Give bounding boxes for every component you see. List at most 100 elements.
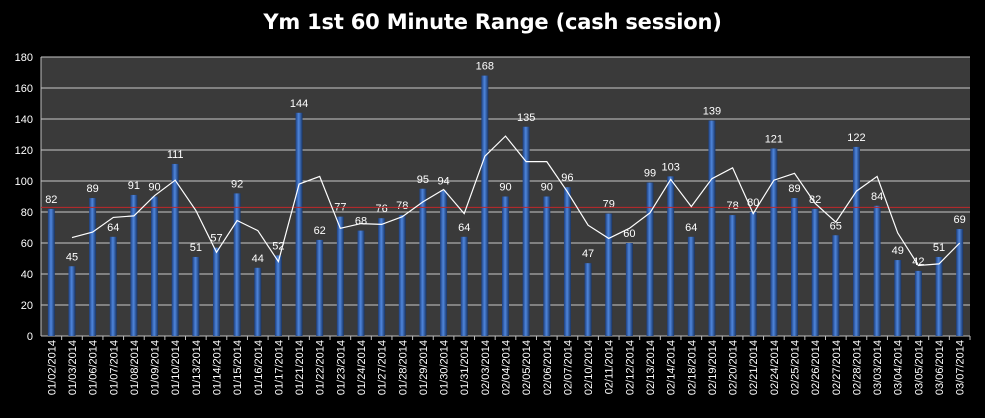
y-tick-label: 60 [21, 238, 33, 250]
bar [378, 218, 386, 336]
data-label: 89 [788, 183, 800, 195]
data-label: 90 [541, 182, 553, 194]
bar [68, 266, 76, 336]
bar [254, 267, 262, 336]
data-label: 122 [847, 132, 865, 144]
x-tick-label: 02/18/2014 [686, 340, 698, 395]
bar [770, 148, 778, 336]
data-label: 68 [355, 216, 367, 228]
data-label: 135 [517, 112, 535, 124]
bar [89, 198, 97, 336]
bar [47, 208, 55, 336]
x-tick-label: 02/14/2014 [666, 340, 678, 395]
x-tick-label: 01/15/2014 [232, 340, 244, 395]
data-label: 64 [685, 222, 697, 234]
bar [667, 176, 675, 336]
data-label: 89 [86, 183, 98, 195]
x-tick-label: 02/13/2014 [645, 340, 657, 395]
data-label: 64 [107, 222, 119, 234]
data-label: 57 [210, 233, 222, 245]
x-tick-label: 01/07/2014 [108, 340, 120, 395]
x-tick-label: 01/08/2014 [129, 340, 141, 395]
y-tick-label: 140 [15, 114, 33, 126]
data-label: 64 [458, 222, 470, 234]
bar [625, 243, 633, 336]
x-tick-label: 01/21/2014 [294, 340, 306, 395]
x-tick-label: 01/29/2014 [418, 340, 430, 395]
y-tick-label: 180 [15, 52, 33, 64]
x-tick-label: 01/13/2014 [191, 340, 203, 395]
data-label: 82 [45, 194, 57, 206]
bar [522, 126, 530, 336]
bar [357, 230, 365, 336]
data-label: 76 [376, 203, 388, 215]
x-tick-label: 01/16/2014 [253, 340, 265, 395]
bar [316, 239, 324, 336]
bar [502, 196, 509, 336]
data-label: 168 [476, 61, 494, 73]
bar [192, 256, 200, 336]
data-label: 92 [231, 178, 243, 190]
bar [687, 236, 695, 336]
x-tick-label: 02/04/2014 [501, 340, 513, 395]
bar [233, 193, 241, 336]
x-tick-label: 01/02/2014 [46, 340, 58, 395]
y-tick-label: 40 [21, 269, 33, 281]
x-tick-label: 02/25/2014 [790, 340, 802, 395]
bar [914, 270, 922, 336]
data-label: 69 [954, 214, 966, 226]
x-tick-label: 02/28/2014 [851, 340, 863, 395]
data-label: 139 [703, 106, 721, 118]
data-label: 99 [644, 168, 656, 180]
x-tick-label: 02/11/2014 [604, 340, 616, 394]
bar [708, 120, 716, 336]
y-tick-label: 100 [15, 176, 33, 188]
x-tick-label: 02/20/2014 [728, 340, 740, 395]
data-label: 62 [314, 225, 326, 237]
bar [171, 163, 179, 336]
data-label: 103 [661, 161, 679, 173]
bar [398, 215, 406, 336]
x-tick-label: 01/31/2014 [459, 340, 471, 395]
x-tick-label: 02/05/2014 [521, 340, 533, 395]
y-tick-label: 120 [15, 145, 33, 157]
data-label: 49 [892, 245, 904, 257]
x-tick-label: 01/24/2014 [356, 340, 368, 395]
data-label: 78 [396, 200, 408, 212]
x-tick-label: 01/06/2014 [88, 340, 100, 395]
x-tick-label: 03/03/2014 [872, 340, 884, 395]
x-tick-label: 01/17/2014 [273, 340, 285, 395]
bar [151, 196, 159, 336]
bar [130, 194, 138, 336]
data-label: 60 [623, 228, 635, 240]
bar [894, 260, 902, 336]
x-tick-label: 03/06/2014 [934, 340, 946, 395]
data-label: 82 [809, 194, 821, 206]
data-label: 44 [252, 253, 264, 265]
bar [646, 182, 654, 336]
bar [935, 256, 943, 336]
data-label: 47 [582, 248, 594, 260]
x-tick-label: 01/30/2014 [439, 340, 451, 395]
bar [274, 255, 282, 336]
bar [811, 208, 819, 336]
x-tick-label: 03/04/2014 [893, 340, 905, 395]
data-label: 121 [765, 133, 783, 145]
data-label: 96 [561, 172, 573, 184]
x-tick-label: 02/07/2014 [562, 340, 574, 395]
y-tick-label: 0 [27, 331, 33, 343]
x-tick-label: 02/24/2014 [769, 340, 781, 395]
x-tick-label: 01/23/2014 [335, 340, 347, 395]
x-tick-label: 02/03/2014 [480, 340, 492, 395]
y-tick-label: 80 [21, 207, 33, 219]
x-tick-label: 02/06/2014 [542, 340, 554, 395]
bar [543, 196, 551, 336]
x-tick-label: 03/07/2014 [955, 340, 967, 395]
x-tick-label: 01/09/2014 [150, 340, 162, 395]
x-tick-label: 03/05/2014 [913, 340, 925, 395]
data-label: 79 [603, 199, 615, 211]
y-tick-label: 20 [21, 300, 33, 312]
bar [440, 190, 448, 336]
bar [956, 229, 964, 336]
